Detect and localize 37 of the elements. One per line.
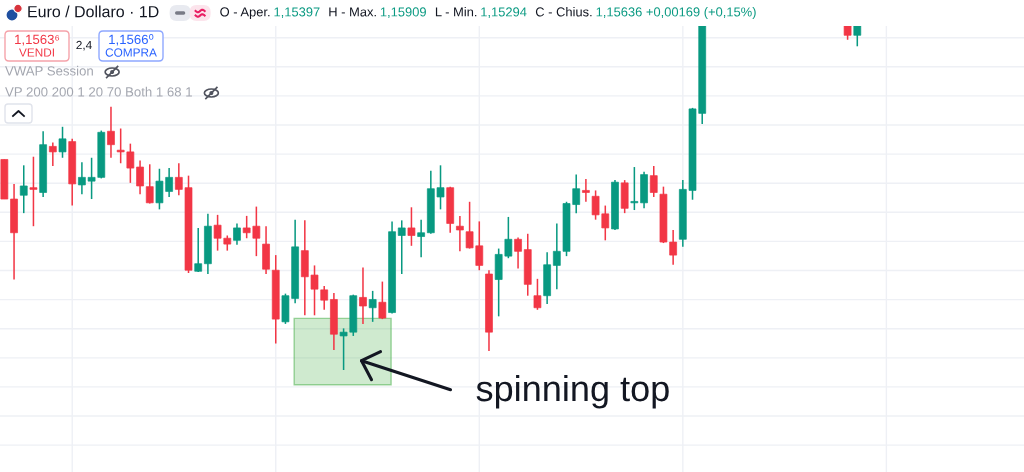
annotation: 2,4 (76, 40, 92, 51)
candlestick (107, 106, 115, 159)
text: H - Max. (329, 7, 376, 17)
candlestick (359, 266, 367, 325)
candlestick (417, 218, 425, 258)
candlestick (48, 141, 57, 167)
annotation: VP 200 200 1 20 70 Both 1 68 1 (5, 86, 192, 97)
text: O - Aper. (220, 7, 270, 20)
text: 1,15636 +0,00169 (+0,15%) (596, 6, 756, 20)
candlestick (145, 163, 154, 205)
text: L - Min. (435, 6, 477, 17)
candlestick (407, 206, 416, 247)
annotation: VENDI (19, 48, 54, 57)
text: 1,15397 (274, 7, 320, 18)
text: 1,15294 (481, 7, 527, 18)
candlestick (194, 227, 203, 273)
text: 1,15909 (380, 7, 426, 18)
candlestick (397, 219, 406, 275)
candlestick (19, 164, 28, 214)
candlestick (378, 280, 387, 320)
candlestick (233, 222, 241, 246)
candlestick (649, 165, 658, 198)
candlestick (29, 155, 38, 227)
annotation: 1,1563⁶ (15, 34, 60, 46)
chart-title: Euro / Dollaro · 1D (28, 5, 159, 18)
annotation: 1,1566⁰ (109, 34, 154, 46)
candlestick (58, 126, 67, 159)
candlestick (456, 215, 464, 253)
text: C - Chius. (535, 6, 592, 17)
annotation: COMPRA (105, 48, 157, 57)
candlestick (514, 236, 522, 270)
candlestick (533, 278, 542, 311)
candlestick (582, 178, 590, 203)
annotation: VWAP Session (5, 65, 93, 76)
text: spinning top (476, 374, 669, 409)
candlestick (368, 290, 377, 323)
candlestick (853, 26, 862, 48)
